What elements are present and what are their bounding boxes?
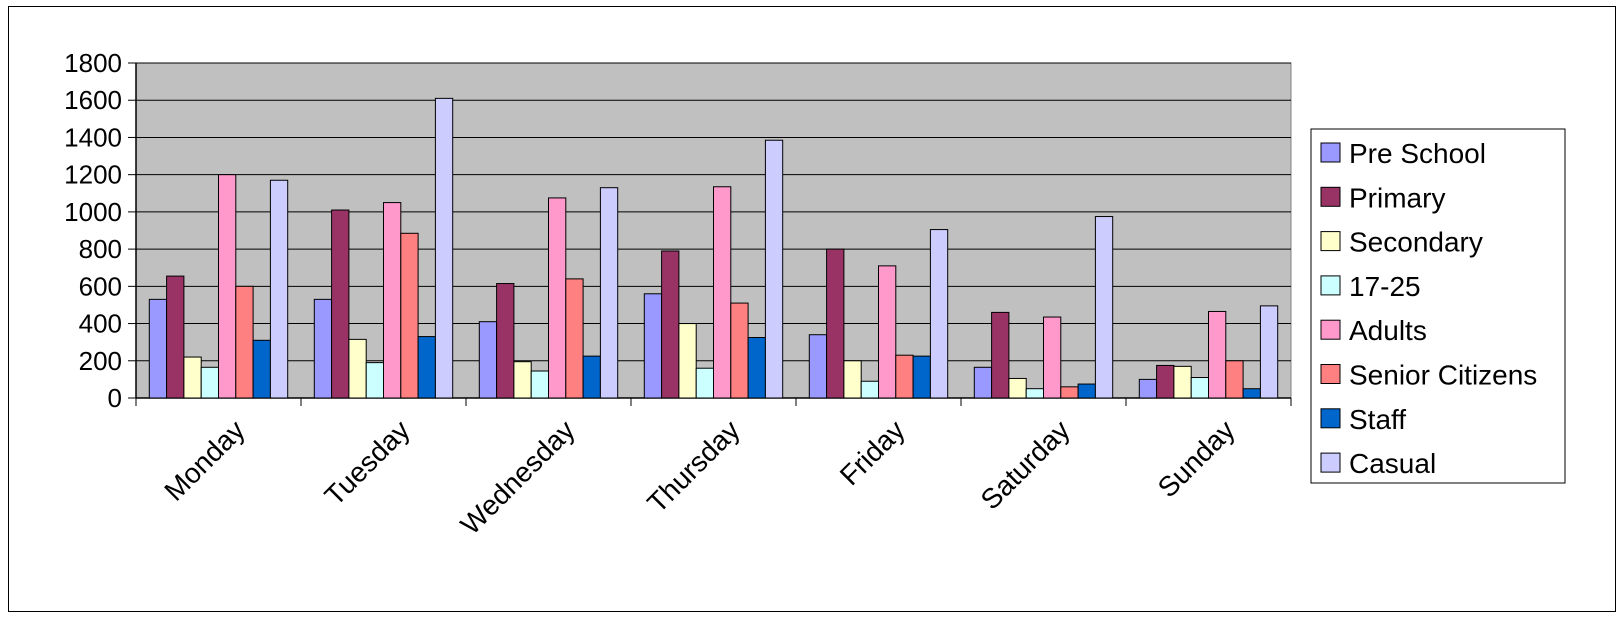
bar-saturday-casual xyxy=(1094,216,1114,399)
bar-friday-primary xyxy=(826,248,845,399)
y-tick-label-200: 200 xyxy=(79,346,122,376)
legend-swatch-casual xyxy=(1320,452,1341,473)
bar-tuesday-casual xyxy=(434,97,454,399)
legend-swatch-staff xyxy=(1320,408,1341,429)
y-tick-label-0: 0 xyxy=(108,383,122,413)
y-tick-label-1400: 1400 xyxy=(64,122,122,152)
legend-swatch-secondary xyxy=(1320,231,1341,252)
chart-frame: 0 200 400 600 800 1000 1200 1400 1600 1800 Monday T… xyxy=(8,6,1616,612)
bar-saturday-senior-citizens xyxy=(1060,386,1079,399)
bar-sunday-pre-school xyxy=(1138,378,1158,399)
legend-swatch-senior-citizens xyxy=(1320,364,1341,384)
x-tick-label-sunday: Sunday xyxy=(1152,414,1241,503)
bar-tuesday-senior-citizens xyxy=(400,232,419,399)
bar-thursday-casual xyxy=(764,139,784,399)
legend-label-secondary: Secondary xyxy=(1349,227,1483,258)
y-tick-label-800: 800 xyxy=(79,234,122,264)
bar-monday-secondary xyxy=(183,356,202,399)
bar-thursday-staff xyxy=(747,337,766,399)
bar-sunday-casual xyxy=(1259,305,1279,399)
y-tick-label-1600: 1600 xyxy=(64,85,122,115)
bar-saturday-staff xyxy=(1077,383,1096,399)
bar-friday-17-25 xyxy=(860,380,880,399)
bar-thursday-17-25 xyxy=(695,367,715,399)
bar-thursday-pre-school xyxy=(643,293,663,399)
bar-saturday-pre-school xyxy=(973,366,993,399)
x-tick-label-wednesday: Wednesday xyxy=(455,414,581,540)
x-tick-label-friday: Friday xyxy=(834,414,911,491)
legend-label-17-25: 17-25 xyxy=(1349,271,1421,302)
bar-chart: 0 200 400 600 800 1000 1200 1400 1600 1800 Monday T… xyxy=(64,48,1566,540)
x-tick-label-saturday: Saturday xyxy=(975,414,1076,515)
bar-monday-senior-citizens xyxy=(235,285,254,399)
y-tick-label-1200: 1200 xyxy=(64,160,122,190)
bar-tuesday-adults xyxy=(383,202,402,399)
bar-monday-primary xyxy=(166,275,185,399)
bar-tuesday-secondary xyxy=(348,338,367,399)
bar-sunday-secondary xyxy=(1173,365,1192,399)
bar-wednesday-secondary xyxy=(513,361,532,399)
x-tick-label-monday: Monday xyxy=(158,414,250,506)
bar-wednesday-casual xyxy=(599,187,619,399)
bar-thursday-primary xyxy=(661,250,680,399)
bar-friday-secondary xyxy=(843,360,862,399)
bar-wednesday-pre-school xyxy=(478,321,498,399)
bar-thursday-adults xyxy=(713,186,732,399)
bar-tuesday-pre-school xyxy=(313,298,333,399)
x-tick-label-thursday: Thursday xyxy=(641,414,745,518)
bar-tuesday-primary xyxy=(331,209,350,399)
bar-sunday-17-25 xyxy=(1190,377,1209,399)
bar-thursday-secondary xyxy=(678,323,697,399)
bar-friday-casual xyxy=(929,229,949,399)
legend-label-primary: Primary xyxy=(1349,182,1445,213)
bar-friday-adults xyxy=(878,265,897,399)
bar-wednesday-17-25 xyxy=(530,370,550,399)
bar-sunday-staff xyxy=(1242,388,1261,399)
bar-tuesday-staff xyxy=(417,336,436,399)
bar-monday-pre-school xyxy=(148,298,168,399)
bar-monday-staff xyxy=(252,339,271,399)
legend-label-pre-school: Pre School xyxy=(1349,138,1486,169)
bar-wednesday-adults xyxy=(548,197,567,399)
bar-monday-17-25 xyxy=(200,366,219,399)
bar-wednesday-primary xyxy=(496,283,515,399)
bar-thursday-senior-citizens xyxy=(730,302,749,399)
bar-friday-staff xyxy=(912,355,931,399)
bar-saturday-adults xyxy=(1043,316,1062,399)
y-tick-label-600: 600 xyxy=(79,271,122,301)
bar-sunday-senior-citizens xyxy=(1225,360,1244,399)
y-tick-label-400: 400 xyxy=(79,309,122,339)
bar-tuesday-17-25 xyxy=(365,362,385,399)
bar-friday-senior-citizens xyxy=(895,354,914,399)
bar-wednesday-staff xyxy=(582,355,601,399)
legend-label-adults: Adults xyxy=(1349,315,1427,346)
legend-swatch-adults xyxy=(1320,319,1341,340)
bar-saturday-secondary xyxy=(1008,377,1027,399)
legend-label-senior-citizens: Senior Citizens xyxy=(1349,360,1537,391)
bar-friday-pre-school xyxy=(808,334,828,399)
bar-sunday-primary xyxy=(1156,364,1175,399)
bar-saturday-17-25 xyxy=(1025,388,1045,399)
bar-monday-casual xyxy=(269,179,289,399)
legend-swatch-primary xyxy=(1320,186,1341,207)
legend-label-staff: Staff xyxy=(1349,404,1406,435)
bar-sunday-adults xyxy=(1208,310,1227,399)
legend-swatch-pre-school xyxy=(1320,142,1341,163)
bar-saturday-primary xyxy=(991,311,1010,399)
legend-label-casual: Casual xyxy=(1349,448,1436,479)
bar-monday-adults xyxy=(218,174,237,399)
x-tick-label-tuesday: Tuesday xyxy=(319,414,416,511)
legend xyxy=(1310,128,1566,484)
legend-swatch-17-25 xyxy=(1320,275,1341,296)
y-tick-label-1000: 1000 xyxy=(64,197,122,227)
bar-wednesday-senior-citizens xyxy=(565,278,584,399)
y-tick-label-1800: 1800 xyxy=(64,48,122,78)
